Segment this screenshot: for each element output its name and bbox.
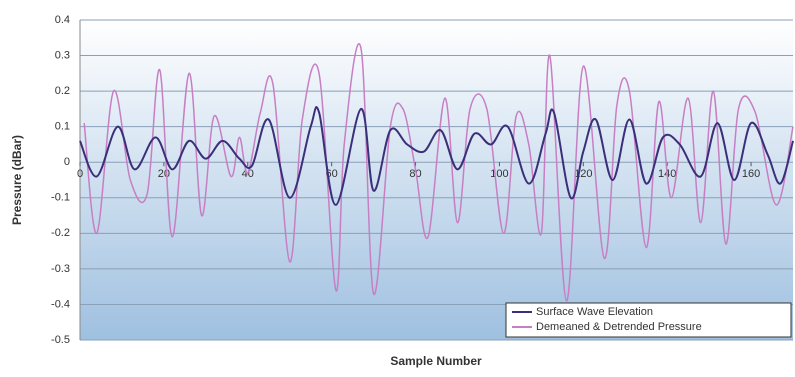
x-tick-label: 40: [242, 168, 254, 180]
series-line: [79, 106, 794, 206]
x-tick-label: 100: [490, 168, 508, 180]
y-tick-label: -0.5: [51, 334, 70, 346]
y-tick-label: 0: [64, 156, 70, 168]
legend-box: [505, 302, 792, 338]
legend-label: Demeaned & Detrended Pressure: [536, 321, 702, 333]
y-axis-label: Pressure (dBar): [10, 135, 24, 225]
series-line: [83, 43, 794, 302]
y-tick-label: -0.2: [51, 227, 70, 239]
y-tick-label: -0.3: [51, 263, 70, 275]
legend-label: Surface Wave Elevation: [536, 306, 653, 318]
y-tick-label: 0.3: [55, 49, 70, 61]
x-tick-label: 80: [409, 168, 421, 180]
y-tick-label: 0.1: [55, 121, 70, 133]
plot-area: [80, 20, 793, 340]
x-tick-label: 20: [158, 168, 170, 180]
y-tick-label: -0.4: [51, 298, 70, 310]
y-tick-label: -0.1: [51, 192, 70, 204]
x-axis-label: Sample Number: [390, 354, 482, 368]
y-tick-label: 0.4: [55, 14, 70, 26]
x-tick-label: 160: [742, 168, 760, 180]
x-tick-label: 120: [574, 168, 592, 180]
y-tick-label: 0.2: [55, 85, 70, 97]
x-tick-label: 0: [77, 168, 83, 180]
